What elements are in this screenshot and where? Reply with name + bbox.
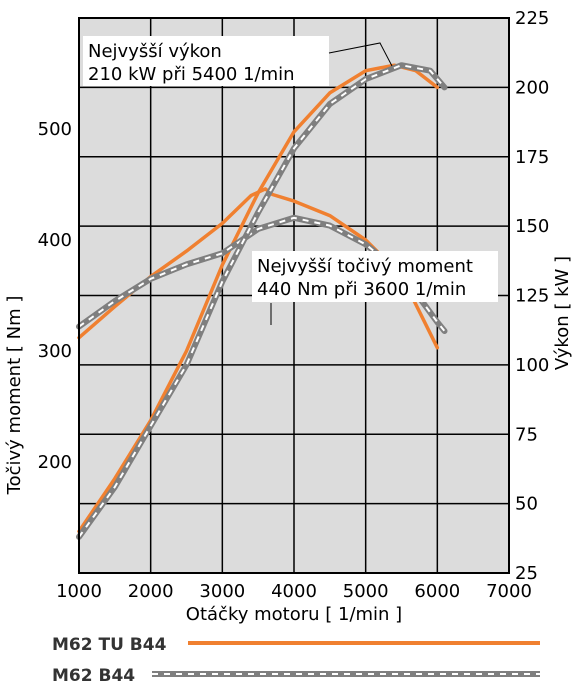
left-tick-label: 500 (38, 119, 72, 140)
legend: M62 TU B44 M62 B44 (52, 635, 540, 686)
right-tick-label: 75 (515, 424, 538, 445)
annotation-leader (328, 42, 393, 67)
right-tick-label: 50 (515, 494, 538, 515)
series-std-power-dash (78, 64, 446, 538)
left-tick-label: 200 (38, 452, 72, 473)
left-tick-label: 300 (38, 341, 72, 362)
right-tick-label: 200 (515, 77, 549, 98)
legend-label-std: M62 B44 (52, 666, 135, 686)
right-tick-label: 150 (515, 216, 549, 237)
x-tick-label: 5000 (343, 581, 389, 602)
right-axis-title: Výkon [ kW ] (552, 256, 573, 370)
x-tick-label: 6000 (414, 581, 460, 602)
left-tick-label: 400 (38, 230, 72, 251)
annotation-text: Nejvyšší točivý moment (257, 256, 473, 277)
annotation-text: Nejvyšší výkon (88, 41, 222, 62)
x-tick-label: 1000 (56, 581, 102, 602)
right-tick-label: 100 (515, 355, 549, 376)
x-tick-label: 7000 (486, 581, 532, 602)
left-axis-title: Točivý moment [ Nm ] (4, 296, 25, 496)
tick-labels: 1000 2000 3000 4000 5000 6000 7000 200 300 400 500… (38, 8, 550, 602)
right-tick-label: 125 (515, 286, 549, 307)
plot-frame (78, 17, 510, 574)
annotation-box (252, 251, 498, 302)
legend-label-tu: M62 TU B44 (52, 635, 167, 655)
x-axis-title: Otáčky motoru [ 1/min ] (186, 604, 402, 625)
right-tick-label: 25 (515, 563, 538, 584)
annotation-text: 440 Nm při 3600 1/min (257, 279, 466, 300)
annotation-max-power: Nejvyšší výkon 210 kW při 5400 1/min (83, 36, 393, 86)
x-tick-label: 3000 (199, 581, 245, 602)
x-tick-label: 4000 (271, 581, 317, 602)
x-tick-label: 2000 (128, 581, 174, 602)
annotation-box (83, 36, 329, 86)
annotation-text: 210 kW při 5400 1/min (88, 64, 295, 85)
right-tick-label: 225 (515, 8, 549, 29)
annotation-max-torque: Nejvyšší točivý moment 440 Nm při 3600 1… (252, 251, 498, 325)
right-tick-label: 175 (515, 147, 549, 168)
